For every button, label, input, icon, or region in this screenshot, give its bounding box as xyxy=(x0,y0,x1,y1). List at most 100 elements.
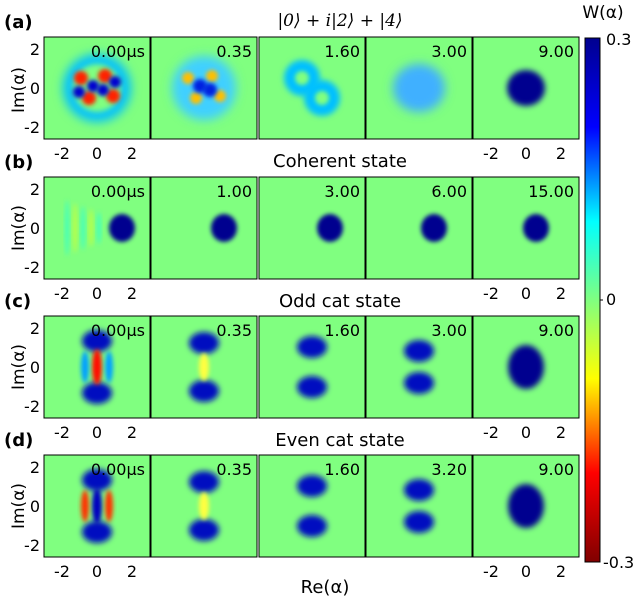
y-tick-label: -2 xyxy=(24,258,40,277)
wigner-fringe xyxy=(89,209,93,247)
panel-frame xyxy=(43,176,151,280)
wigner-panel: 15.00 xyxy=(472,176,580,280)
wigner-lobe xyxy=(189,380,219,402)
row-b-title: Coherent state xyxy=(273,151,407,172)
wigner-fringe xyxy=(65,200,69,256)
wigner-lobe xyxy=(109,214,135,242)
wigner-peak xyxy=(206,70,218,82)
x-tick-label: 2 xyxy=(127,284,137,303)
ylabel-row-d: Im(α) xyxy=(9,483,29,529)
row-c-title: Odd cat state xyxy=(279,291,401,312)
wigner-peak xyxy=(190,92,202,104)
row-a-title: |0⟩ + i|2⟩ + |4⟩ xyxy=(277,11,402,31)
wigner-lobe xyxy=(508,345,544,389)
x-tick-label: 0 xyxy=(521,562,531,581)
wigner-peak xyxy=(98,69,112,83)
panel-frame xyxy=(43,36,151,140)
x-tick-label: 2 xyxy=(127,423,137,442)
panel-label-d: (d) xyxy=(4,430,33,451)
panel-frame xyxy=(43,315,151,419)
time-label: 9.00 xyxy=(538,460,574,479)
panel-frame xyxy=(258,36,366,140)
wigner-lobe xyxy=(393,64,445,112)
panel-label-b: (b) xyxy=(4,152,33,173)
panel-frame xyxy=(258,176,366,280)
wigner-lobe xyxy=(404,511,434,533)
wigner-panel: 3.00 xyxy=(365,315,473,419)
time-label: 1.00 xyxy=(216,182,252,201)
wigner-interference xyxy=(105,490,113,522)
wigner-panel: 0.35 xyxy=(150,454,258,558)
x-tick-label: 0 xyxy=(92,423,102,442)
wigner-dip xyxy=(97,84,109,96)
x-tick-label: 2 xyxy=(556,423,566,442)
panel-frame xyxy=(365,176,473,280)
wigner-panel: 0.35 xyxy=(150,315,258,419)
wigner-peak xyxy=(82,91,96,105)
time-label: 15.00 xyxy=(528,182,574,201)
wigner-interference xyxy=(81,490,89,522)
panel-background xyxy=(259,177,365,279)
y-tick-label: 0 xyxy=(30,219,40,238)
wigner-lobe xyxy=(189,519,219,541)
time-label: 0.00μs xyxy=(91,42,145,61)
wigner-interference xyxy=(105,351,113,383)
y-tick-label: 0 xyxy=(30,497,40,516)
wigner-lobe xyxy=(297,475,327,497)
wigner-interference xyxy=(92,349,102,385)
panel-label-a: (a) xyxy=(4,12,33,33)
x-tick-label: 0 xyxy=(92,562,102,581)
x-tick-label: 2 xyxy=(556,144,566,163)
wigner-fringe xyxy=(73,203,77,253)
x-tick-label: 2 xyxy=(127,562,137,581)
wigner-lobe xyxy=(317,214,343,242)
wigner-lobe xyxy=(404,372,434,394)
y-tick-label: 2 xyxy=(30,458,40,477)
ylabel-row-a: Im(α) xyxy=(9,67,29,113)
x-tick-label: -2 xyxy=(483,144,499,163)
wigner-lobe xyxy=(211,214,237,242)
wigner-core xyxy=(295,71,309,85)
y-tick-label: -2 xyxy=(24,397,40,416)
x-tick-label: -2 xyxy=(483,284,499,303)
wigner-peak xyxy=(106,89,120,103)
wigner-panel: 1.60 xyxy=(258,454,366,558)
y-tick-label: 0 xyxy=(30,79,40,98)
panel-frame xyxy=(150,36,258,140)
wigner-peak xyxy=(182,72,194,84)
panel-frame xyxy=(150,315,258,419)
panel-frame xyxy=(472,315,580,419)
wigner-panel: 3.00 xyxy=(365,36,473,140)
panel-background xyxy=(366,455,472,557)
x-tick-label: 0 xyxy=(521,284,531,303)
wigner-interference xyxy=(92,488,102,524)
wigner-panel: 9.00 xyxy=(472,36,580,140)
wigner-panel: 3.00 xyxy=(258,176,366,280)
wigner-lobe xyxy=(189,332,219,354)
time-label: 0.00μs xyxy=(91,460,145,479)
time-label: 6.00 xyxy=(431,182,467,201)
wigner-interference xyxy=(81,351,89,383)
y-tick-label: 2 xyxy=(30,40,40,59)
wigner-dip xyxy=(87,80,99,92)
wigner-lobe xyxy=(189,471,219,493)
panel-background xyxy=(366,316,472,418)
x-tick-label: 0 xyxy=(92,284,102,303)
wigner-panel: 0.00μs xyxy=(43,315,151,419)
time-label: 0.00μs xyxy=(91,182,145,201)
wigner-panel: 0.35 xyxy=(150,36,258,140)
y-tick-label: -2 xyxy=(24,536,40,555)
y-tick-label: 2 xyxy=(30,180,40,199)
time-label: 3.00 xyxy=(431,321,467,340)
time-label: 0.35 xyxy=(216,42,252,61)
wigner-interference xyxy=(199,353,209,381)
x-tick-label: -2 xyxy=(54,562,70,581)
y-tick-label: 2 xyxy=(30,319,40,338)
panel-frame xyxy=(365,315,473,419)
x-tick-label: -2 xyxy=(54,423,70,442)
y-tick-label: 0 xyxy=(30,358,40,377)
wigner-panel: 1.60 xyxy=(258,36,366,140)
panel-frame xyxy=(258,315,366,419)
wigner-lobe xyxy=(82,382,112,404)
